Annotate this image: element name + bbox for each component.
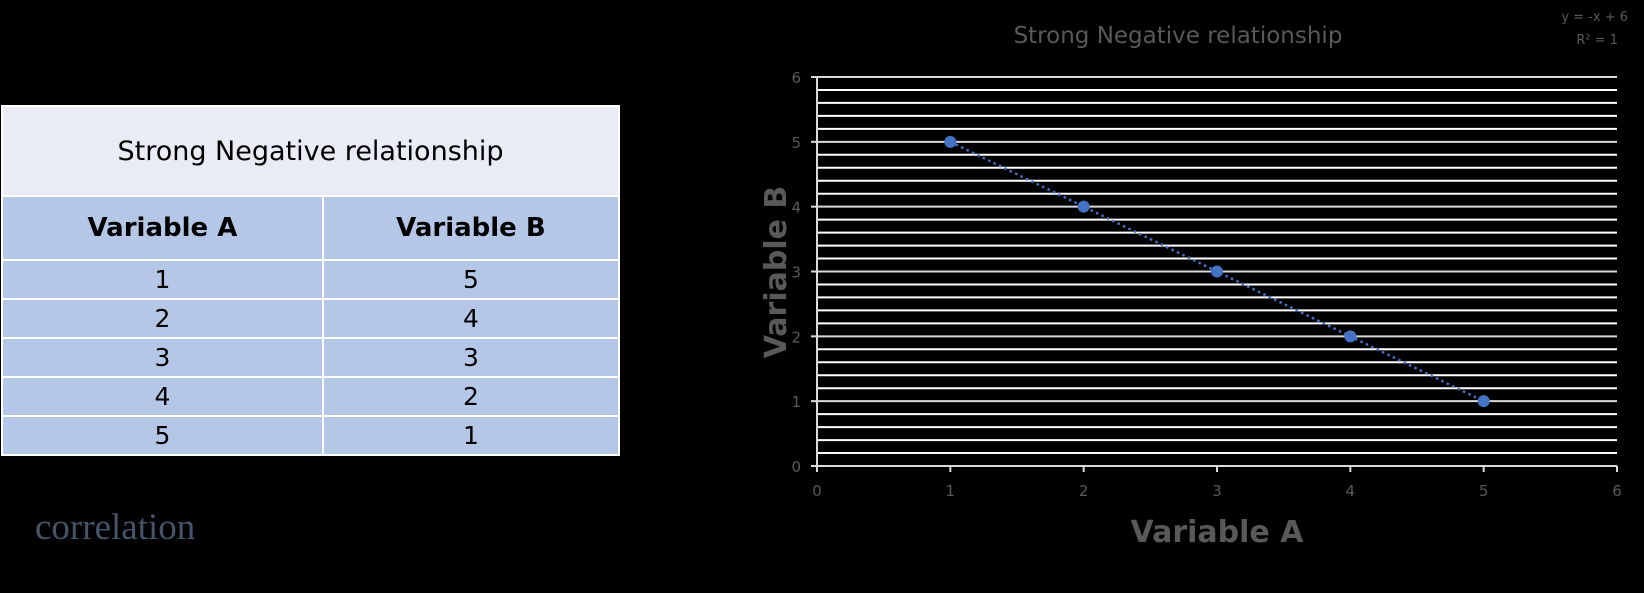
- cell: 1: [321, 415, 621, 456]
- table-row: 4 2: [1, 376, 621, 417]
- x-tick-label: 5: [1479, 482, 1489, 500]
- y-tick-label: 1: [791, 393, 801, 411]
- table-row: 5 1: [1, 415, 621, 456]
- axes: [811, 76, 1618, 472]
- data-point: [1211, 265, 1223, 278]
- data-point: [1077, 200, 1090, 213]
- y-tick-label: 5: [791, 134, 801, 152]
- y-tick-label: 4: [791, 199, 801, 217]
- r-squared: R² = 1: [1576, 33, 1618, 48]
- chart-title: Strong Negative relationship: [1014, 23, 1343, 49]
- x-tick-label: 4: [1346, 482, 1356, 500]
- y-tick-label: 0: [791, 458, 801, 476]
- x-tick-label: 3: [1212, 482, 1222, 500]
- cell: 4: [321, 298, 621, 339]
- x-tick-label: 0: [812, 482, 822, 500]
- cell: 1: [1, 259, 324, 300]
- tick-labels: 0 1 2 3 4 5 6 0 1 2 3 4 5 6: [791, 69, 1621, 500]
- caption-correlation: correlation: [35, 507, 196, 548]
- table-row: 1 5: [1, 259, 621, 300]
- trendline-dotted: [949, 140, 1485, 403]
- cell: 5: [321, 259, 621, 300]
- y-tick-label: 3: [791, 264, 801, 282]
- x-tick-label: 6: [1612, 482, 1622, 500]
- trendline-equation: y = -x + 6: [1561, 10, 1628, 25]
- cell: 2: [321, 376, 621, 417]
- header-variable-a: Variable A: [1, 195, 324, 261]
- gridlines: [817, 76, 1617, 467]
- y-tick-label: 6: [791, 69, 801, 87]
- data-point: [944, 135, 957, 148]
- data-table: Strong Negative relationship Variable A …: [1, 105, 621, 456]
- data-point: [1477, 395, 1490, 408]
- x-tick-label: 1: [946, 482, 956, 500]
- y-tick-label: 2: [791, 328, 801, 346]
- cell: 4: [1, 376, 324, 417]
- data-point: [1344, 330, 1357, 343]
- cell: 2: [1, 298, 324, 339]
- x-axis-label: Variable A: [1131, 515, 1305, 550]
- x-tick-label: 2: [1079, 482, 1089, 500]
- cell: 5: [1, 415, 324, 456]
- cell: 3: [1, 337, 324, 378]
- trendline: [949, 140, 1485, 403]
- data-points: [944, 135, 1490, 408]
- cell: 3: [321, 337, 621, 378]
- table-row: 2 4: [1, 298, 621, 339]
- table-row: 3 3: [1, 337, 621, 378]
- table-title: Strong Negative relationship: [1, 105, 620, 197]
- header-variable-b: Variable B: [321, 195, 621, 261]
- y-axis-label: Variable B: [759, 186, 794, 359]
